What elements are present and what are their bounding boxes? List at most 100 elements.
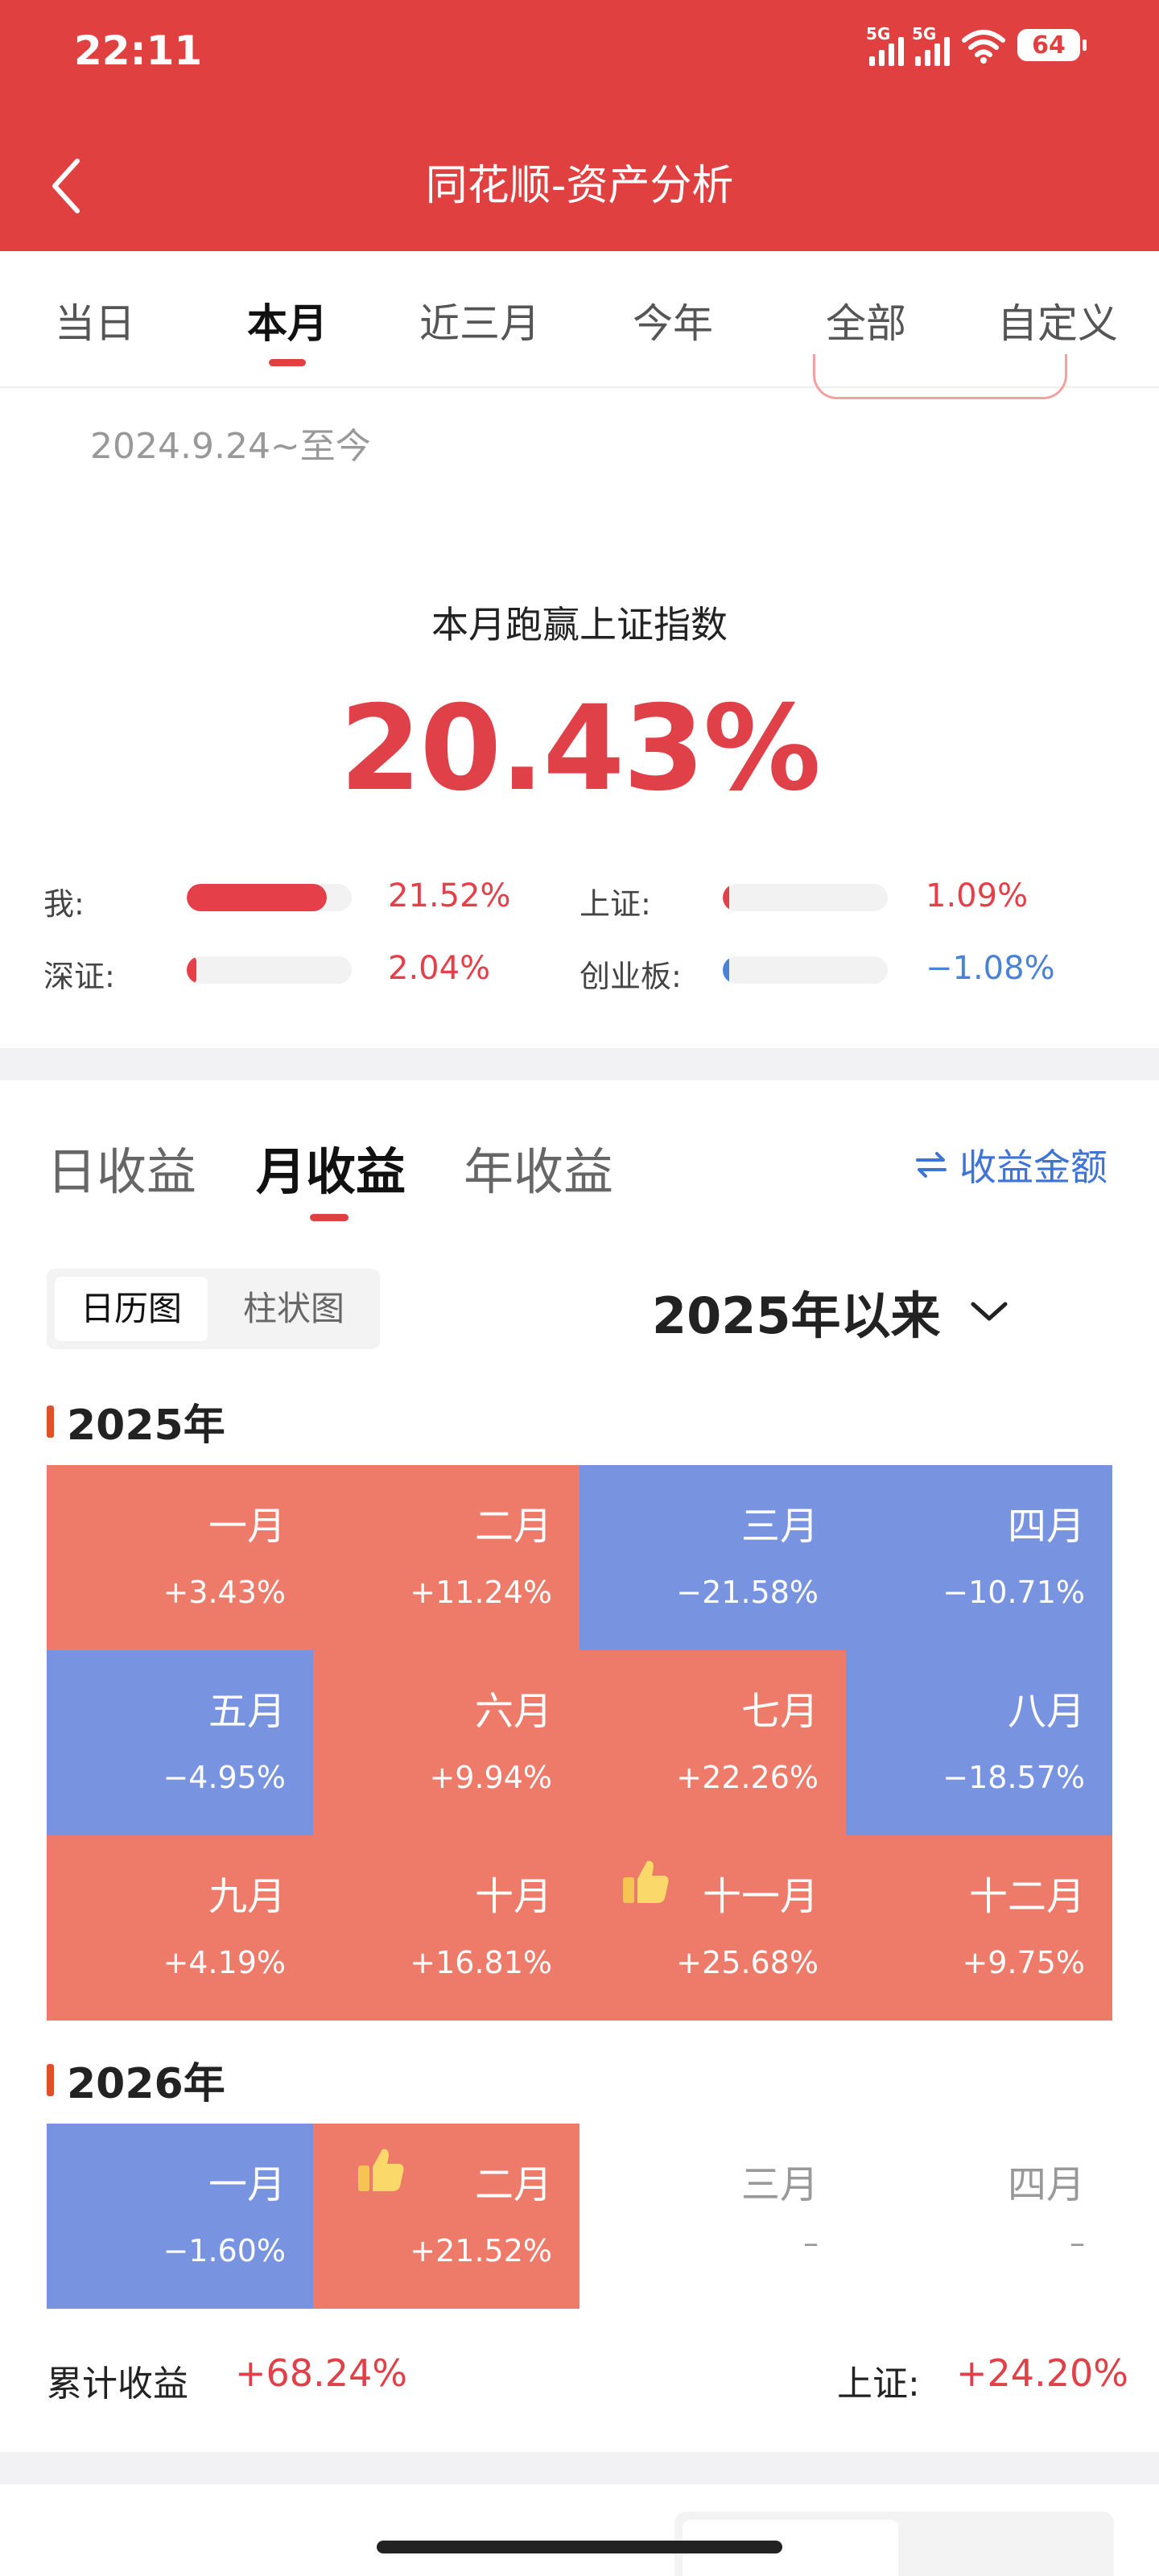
thumbs-up-icon: [358, 2149, 404, 2191]
month-cell[interactable]: 二月 +11.24%: [313, 1465, 580, 1650]
month-name: 十月: [474, 1874, 552, 1919]
month-cell[interactable]: 十二月 +9.75%: [846, 1835, 1112, 2021]
month-calendar-grid: 一月 −1.60% 二月 +21.52% 三月 – 四月 –: [47, 2124, 1112, 2309]
home-indicator: [377, 2541, 782, 2553]
month-return: −10.71%: [942, 1575, 1085, 1610]
month-name: 四月: [1007, 2162, 1085, 2207]
network-type-label: 5G: [866, 24, 891, 43]
month-return: +4.19%: [163, 1945, 286, 1980]
month-cell[interactable]: 八月 −18.57%: [846, 1650, 1112, 1835]
comparison-label: 深证:: [43, 959, 115, 994]
calendar-view-option[interactable]: 日历图: [55, 1277, 208, 1341]
month-name: 四月: [1007, 1504, 1085, 1549]
month-cell[interactable]: 十月 +16.81%: [313, 1835, 580, 2021]
month-cell[interactable]: 四月 –: [846, 2124, 1112, 2309]
tab-this-month[interactable]: 本月: [247, 300, 328, 347]
month-return: +16.81%: [410, 1945, 552, 1980]
month-cell[interactable]: 十一月 +25.68%: [580, 1835, 846, 2021]
month-name: 一月: [208, 1504, 286, 1549]
month-name: 一月: [208, 2162, 286, 2207]
month-name: 五月: [208, 1689, 286, 1734]
amount-toggle-label: 收益金额: [959, 1146, 1107, 1189]
month-cell[interactable]: 四月 −10.71%: [846, 1465, 1112, 1650]
tab-three-months[interactable]: 近三月: [419, 300, 540, 347]
thumbs-up-icon: [623, 1860, 669, 1903]
date-range: 2024.9.24~至今: [90, 426, 371, 467]
month-return: −1.60%: [163, 2233, 286, 2268]
active-tab-indicator: [269, 359, 306, 366]
month-cell[interactable]: 六月 +9.94%: [313, 1650, 580, 1835]
swap-icon: [916, 1152, 947, 1178]
comparison-bar: [723, 884, 888, 911]
view-switch: 日历图 柱状图: [47, 1269, 380, 1349]
month-return: −18.57%: [942, 1760, 1085, 1795]
range-select[interactable]: 2025年以来: [652, 1275, 1008, 1348]
month-return: −4.95%: [163, 1760, 286, 1795]
month-name: 七月: [740, 1689, 819, 1734]
month-cell[interactable]: 一月 +3.43%: [47, 1465, 313, 1650]
month-name: 三月: [740, 1504, 819, 1549]
month-name: 二月: [474, 1504, 552, 1549]
month-cell[interactable]: 五月 −4.95%: [47, 1650, 313, 1835]
back-arrow-icon[interactable]: [50, 158, 82, 214]
wifi-icon: [962, 30, 1005, 64]
signal-icon: 5G: [866, 24, 904, 66]
year-label: 2026年: [67, 2060, 225, 2108]
month-name: 二月: [474, 2162, 552, 2207]
tab-today[interactable]: 当日: [55, 300, 135, 347]
month-name: 九月: [208, 1874, 286, 1919]
comparison-label: 上证:: [580, 886, 651, 922]
month-return: –: [1070, 2225, 1085, 2260]
comparison-label: 创业板:: [580, 959, 682, 994]
month-name: 六月: [474, 1689, 552, 1734]
comparison-bar-fill: [723, 956, 730, 984]
tab-this-year[interactable]: 今年: [633, 300, 713, 347]
comparison-bar: [187, 956, 352, 984]
month-calendar-grid: 一月 +3.43% 二月 +11.24% 三月 −21.58% 四月 −10.71% 五月 −4.…: [47, 1465, 1112, 2021]
bar-view-option[interactable]: 柱状图: [242, 1289, 344, 1328]
clipped-button[interactable]: [813, 354, 1067, 399]
month-cell[interactable]: 一月 −1.60%: [47, 2124, 313, 2309]
year-label: 2025年: [67, 1402, 225, 1450]
tab-daily-return[interactable]: 日收益: [47, 1142, 197, 1201]
month-cell[interactable]: 七月 +22.26%: [580, 1650, 846, 1835]
beat-index-value: 20.43%: [339, 680, 821, 817]
month-cell[interactable]: 九月 +4.19%: [47, 1835, 313, 2021]
comparison-bar-fill: [723, 884, 730, 911]
month-return: +21.52%: [410, 2233, 552, 2268]
month-return: –: [803, 2225, 819, 2260]
status-icons: 5G 5G 64: [866, 24, 1087, 66]
month-cell[interactable]: 二月 +21.52%: [313, 2124, 580, 2309]
chevron-down-icon: [971, 1302, 1008, 1321]
comparison-bar-fill: [187, 884, 328, 911]
comparison-value: 2.04%: [388, 950, 491, 987]
amount-toggle-button[interactable]: 收益金额: [914, 1138, 1107, 1191]
month-name: 三月: [740, 2162, 819, 2207]
section-divider: [0, 2452, 1159, 2484]
year-marker: [47, 1405, 54, 1438]
month-return: −21.58%: [676, 1575, 819, 1610]
battery-icon: 64: [1017, 29, 1087, 61]
tab-yearly-return[interactable]: 年收益: [464, 1142, 614, 1201]
cumulative-return-label: 累计收益: [47, 2363, 188, 2405]
index-return-value: +24.20%: [956, 2351, 1128, 2395]
tab-monthly-return[interactable]: 月收益: [256, 1142, 406, 1201]
year-heading: 2026年: [47, 2050, 225, 2110]
comparison-value: 1.09%: [926, 877, 1029, 914]
active-tab-indicator: [310, 1214, 349, 1221]
comparison-value: −1.08%: [926, 950, 1055, 987]
range-select-label: 2025年以来: [652, 1286, 941, 1345]
section-divider: [0, 1048, 1159, 1080]
month-return: +22.26%: [676, 1760, 819, 1795]
signal-icon: 5G: [912, 24, 950, 66]
month-cell[interactable]: 三月 –: [580, 2124, 846, 2309]
comparison-bar-fill: [187, 956, 197, 984]
month-return: +3.43%: [163, 1575, 286, 1610]
month-name: 十一月: [702, 1874, 819, 1919]
month-name: 八月: [1007, 1689, 1085, 1734]
year-marker: [47, 2063, 54, 2096]
month-cell[interactable]: 三月 −21.58%: [580, 1465, 846, 1650]
tab-all[interactable]: 全部: [826, 300, 906, 347]
tab-custom[interactable]: 自定义: [997, 300, 1118, 347]
beat-index-label: 本月跑赢上证指数: [431, 603, 728, 646]
